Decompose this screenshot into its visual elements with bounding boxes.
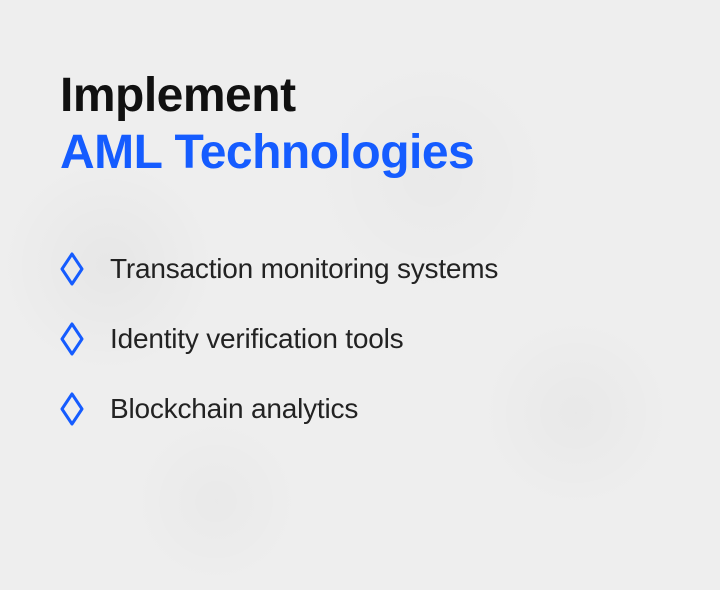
title-line-1: Implement <box>60 70 660 123</box>
list-item-label: Identity verification tools <box>110 323 403 355</box>
slide-content: Implement AML Technologies Transaction m… <box>0 0 720 426</box>
diamond-icon <box>60 392 84 426</box>
diamond-icon <box>60 252 84 286</box>
page-title: Implement AML Technologies <box>60 70 660 180</box>
list-item: Transaction monitoring systems <box>60 252 660 286</box>
list-item-label: Blockchain analytics <box>110 393 358 425</box>
list-item-label: Transaction monitoring systems <box>110 253 498 285</box>
list-item: Blockchain analytics <box>60 392 660 426</box>
list-item: Identity verification tools <box>60 322 660 356</box>
diamond-icon <box>60 322 84 356</box>
feature-list: Transaction monitoring systems Identity … <box>60 252 660 426</box>
title-line-2: AML Technologies <box>60 125 660 180</box>
